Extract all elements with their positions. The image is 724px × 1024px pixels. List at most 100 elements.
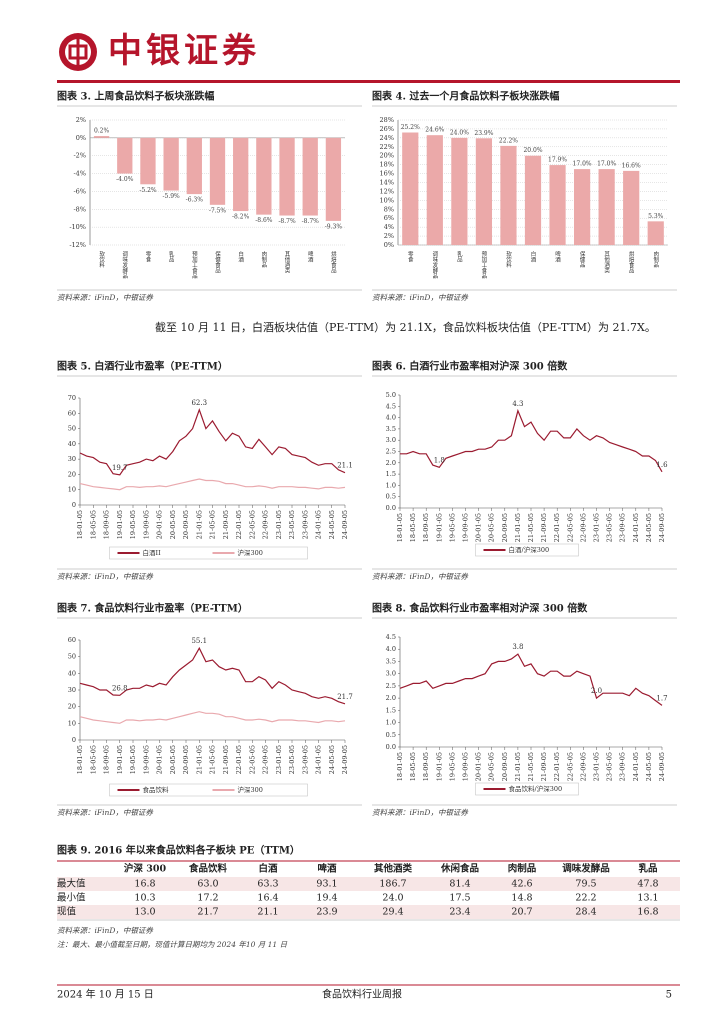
series-line [399,653,663,706]
legend-box [475,782,579,796]
x-tick-label: 18-09-05 [422,513,430,542]
legend-label: 食品饮料 [143,785,170,794]
y-tick-label: 10 [68,486,76,494]
x-tick-label: 19-01-05 [116,510,124,539]
table-cell: 81.4 [449,879,470,890]
table-cell: 16.4 [257,893,278,904]
x-tick-label: 22-09-05 [262,745,270,774]
category-label: 软饮料 [505,250,512,269]
x-tick-label: 24-01-05 [315,745,323,774]
value-label: 26.8 [112,684,128,692]
table-cell: 最大值 [57,878,86,890]
paragraph: 截至 10 月 11 日，白酒板块估值（PE-TTM）为 21.1X，食品饮料板… [155,320,656,334]
x-tick-label: 24-05-05 [645,752,653,781]
table-cell: 16.8 [637,907,658,918]
value-label: 19.7 [112,464,128,472]
y-tick-label: 2.0 [386,694,396,702]
chart-title: 图表 4. 过去一个月食品饮料子板块涨跌幅 [372,90,559,103]
y-tick-label: 5.0 [386,391,396,399]
x-tick-label: 18-05-05 [89,510,97,539]
value-label: 4.3 [512,400,523,408]
y-tick-label: 0 [72,736,76,744]
x-tick-label: 18-05-05 [409,752,417,781]
x-tick-label: 20-09-05 [501,513,509,542]
y-tick-label: 2.0 [386,459,396,467]
value-label: 0.2% [94,128,110,135]
bar [402,132,419,245]
bar [623,170,640,245]
y-tick-label: 0.5 [386,493,396,501]
value-label: 20.0% [523,147,542,154]
y-tick-label: -4% [73,170,86,178]
table-cell: 14.8 [511,893,532,904]
category-label: 保健食品 [214,250,221,275]
chart-title: 图表 3. 上周食品饮料子板块涨跌幅 [57,90,214,103]
brand: 中银证券 [108,31,260,71]
category-label: 啤酒 [307,250,314,264]
bar [647,221,664,245]
footer-date: 2024 年 10 月 15 日 [57,988,154,1001]
value-label: 1.6 [656,461,668,469]
footer-page: 5 [666,990,672,1001]
chart-source: 资料来源：iFinD，中银证券 [57,808,153,817]
table-header: 休闲食品 [440,863,479,875]
y-tick-label: 70 [68,394,76,402]
y-tick-label: 4.5 [386,633,396,641]
table-cell: 23.9 [316,907,337,918]
category-label: 肉制品 [652,250,659,269]
x-tick-label: 18-01-05 [76,745,84,774]
x-tick-label: 24-09-05 [658,513,666,542]
y-tick-label: 4% [384,223,394,231]
y-tick-label: 16% [380,170,394,178]
category-label: 烘焙食品 [628,250,635,275]
category-label: 预加工食品 [191,250,198,280]
y-tick-label: 0% [384,241,394,249]
table-cell: 17.2 [197,893,218,904]
bar [163,137,179,191]
table-header: 啤酒 [317,863,337,875]
bar [549,165,566,245]
y-tick-label: -2% [73,152,86,160]
value-label: -4.0% [116,176,134,183]
x-tick-label: 20-05-05 [169,510,177,539]
legend-label: 白酒/沪深300 [509,545,550,554]
y-tick-label: 0% [76,134,86,142]
value-label: 1.8 [434,456,445,464]
y-tick-label: 1.0 [386,481,396,489]
x-tick-label: 19-01-05 [116,745,124,774]
x-tick-label: 22-09-05 [579,752,587,781]
x-tick-label: 20-05-05 [169,745,177,774]
y-tick-label: 40 [68,669,76,677]
y-tick-label: 40 [68,440,76,448]
x-tick-label: 24-01-05 [632,752,640,781]
y-tick-label: 14% [380,179,394,187]
bar [186,137,202,195]
x-tick-label: 20-01-05 [475,752,483,781]
table-cell: 24.0 [382,893,403,904]
table-cell: 47.8 [637,879,658,890]
series-line [79,646,346,705]
table-cell: 23.4 [449,907,470,918]
category-label: 其他酒类 [603,250,610,275]
y-tick-label: 3.0 [386,436,396,444]
y-tick-label: -6% [73,187,86,195]
table-header: 其他酒类 [374,863,413,875]
table-cell: 186.7 [379,879,406,890]
chart-title: 图表 7. 食品饮料行业市盈率（PE-TTM） [57,602,248,615]
table-cell: 28.4 [575,907,596,918]
x-tick-label: 22-05-05 [248,510,256,539]
category-label: 零食 [407,251,414,264]
x-tick-label: 19-09-05 [142,745,150,774]
x-tick-label: 21-05-05 [209,745,217,774]
x-tick-label: 18-01-05 [76,510,84,539]
x-tick-label: 23-01-05 [593,752,601,781]
x-tick-label: 23-05-05 [606,752,614,781]
category-label: 保健品 [579,250,586,269]
x-tick-label: 21-01-05 [195,745,203,774]
x-tick-label: 21-09-05 [540,752,548,781]
y-tick-label: 20 [68,470,76,478]
value-label: 25.2% [401,124,420,131]
y-tick-label: 1.0 [386,719,396,727]
value-label: 21.7 [337,693,353,701]
